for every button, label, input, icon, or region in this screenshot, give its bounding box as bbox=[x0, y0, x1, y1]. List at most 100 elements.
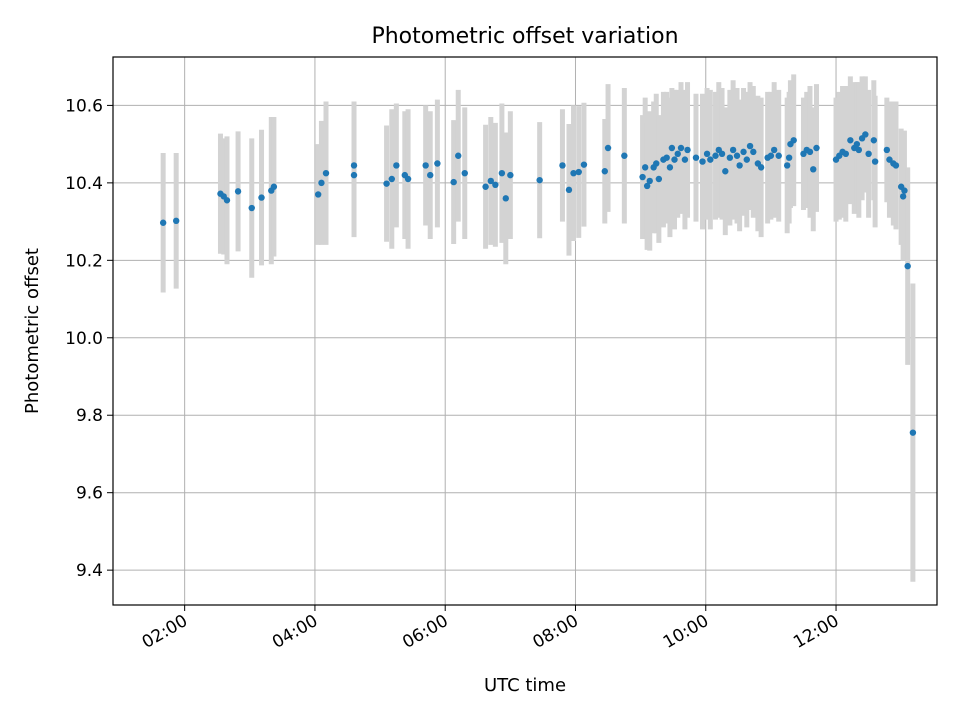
y-tick-label: 10.6 bbox=[65, 96, 103, 116]
grid-lines bbox=[113, 57, 937, 605]
data-point bbox=[258, 194, 265, 201]
data-point bbox=[790, 137, 797, 144]
data-points bbox=[159, 131, 917, 436]
y-tick-label: 10.0 bbox=[65, 329, 103, 349]
data-point bbox=[699, 158, 706, 165]
data-point bbox=[502, 195, 509, 202]
data-point bbox=[865, 150, 872, 158]
data-point bbox=[842, 150, 850, 158]
data-point bbox=[681, 156, 689, 163]
data-point bbox=[322, 169, 330, 177]
data-point bbox=[886, 156, 893, 163]
data-point bbox=[450, 178, 457, 186]
data-point bbox=[159, 219, 167, 226]
data-point bbox=[234, 188, 242, 195]
data-point bbox=[570, 169, 577, 177]
data-point bbox=[248, 204, 255, 212]
data-point bbox=[671, 156, 678, 163]
data-point bbox=[422, 162, 429, 169]
data-point bbox=[892, 162, 900, 169]
y-axis-label: Photometric offset bbox=[22, 248, 43, 414]
data-point bbox=[404, 175, 412, 183]
data-point bbox=[806, 148, 814, 156]
data-point bbox=[639, 173, 646, 181]
data-point bbox=[692, 154, 700, 161]
data-point bbox=[733, 152, 741, 159]
data-point bbox=[580, 161, 588, 168]
data-point bbox=[901, 187, 908, 194]
data-point bbox=[663, 154, 670, 161]
data-point bbox=[871, 158, 879, 165]
data-point bbox=[314, 191, 322, 198]
data-point bbox=[909, 429, 917, 436]
data-point bbox=[770, 146, 778, 154]
data-point bbox=[899, 193, 907, 200]
data-point bbox=[847, 137, 854, 144]
data-point bbox=[668, 144, 676, 152]
data-point bbox=[743, 156, 750, 163]
data-point bbox=[674, 150, 681, 158]
data-point bbox=[870, 137, 878, 144]
data-point bbox=[536, 176, 543, 184]
data-point bbox=[565, 186, 573, 194]
y-tick-label: 10.4 bbox=[65, 174, 103, 194]
y-tick-label: 9.4 bbox=[76, 561, 103, 581]
y-tick-label: 9.6 bbox=[76, 484, 103, 504]
data-point bbox=[677, 144, 685, 152]
data-point bbox=[383, 180, 390, 187]
data-point bbox=[223, 197, 231, 204]
data-point bbox=[904, 262, 911, 270]
data-point bbox=[507, 171, 514, 179]
data-point bbox=[712, 152, 719, 159]
chart-title: Photometric offset variation bbox=[371, 24, 678, 49]
data-point bbox=[482, 183, 489, 190]
data-point bbox=[855, 146, 863, 154]
y-tick-label: 9.8 bbox=[76, 406, 103, 426]
data-point bbox=[750, 148, 757, 156]
data-point bbox=[498, 169, 506, 177]
data-point bbox=[703, 150, 711, 158]
data-point bbox=[883, 146, 891, 154]
data-point bbox=[746, 142, 754, 150]
data-point bbox=[666, 164, 674, 171]
data-point bbox=[646, 177, 653, 185]
data-point bbox=[757, 164, 765, 171]
data-point bbox=[393, 162, 400, 169]
data-point bbox=[718, 150, 726, 158]
data-point bbox=[434, 160, 441, 167]
data-point bbox=[455, 152, 462, 159]
plot-frame bbox=[112, 56, 938, 606]
data-point bbox=[492, 181, 499, 189]
data-point bbox=[862, 131, 869, 138]
x-axis-label: UTC time bbox=[484, 675, 566, 696]
data-point bbox=[740, 148, 747, 156]
data-point bbox=[575, 168, 582, 176]
data-point bbox=[853, 140, 861, 148]
data-point bbox=[722, 168, 729, 175]
data-point bbox=[726, 154, 734, 161]
data-point bbox=[684, 146, 691, 154]
data-point bbox=[559, 162, 566, 169]
data-point bbox=[810, 166, 817, 173]
data-point bbox=[775, 152, 782, 159]
y-axis-ticks: 9.4 9.6 9.8 10.0 10.2 10.4 10.6 bbox=[65, 96, 113, 581]
data-point bbox=[707, 156, 714, 163]
data-point bbox=[388, 175, 395, 183]
data-point bbox=[350, 162, 358, 169]
data-point bbox=[783, 162, 791, 169]
data-point bbox=[427, 171, 434, 179]
y-tick-label: 10.2 bbox=[65, 251, 103, 271]
data-point bbox=[641, 164, 649, 171]
data-point bbox=[318, 179, 325, 187]
data-point bbox=[487, 177, 495, 185]
data-point bbox=[785, 154, 793, 161]
data-point bbox=[813, 144, 820, 152]
data-point bbox=[621, 152, 628, 159]
data-point bbox=[729, 146, 737, 154]
data-point bbox=[767, 152, 775, 159]
data-point bbox=[643, 182, 651, 190]
data-point bbox=[172, 217, 180, 225]
